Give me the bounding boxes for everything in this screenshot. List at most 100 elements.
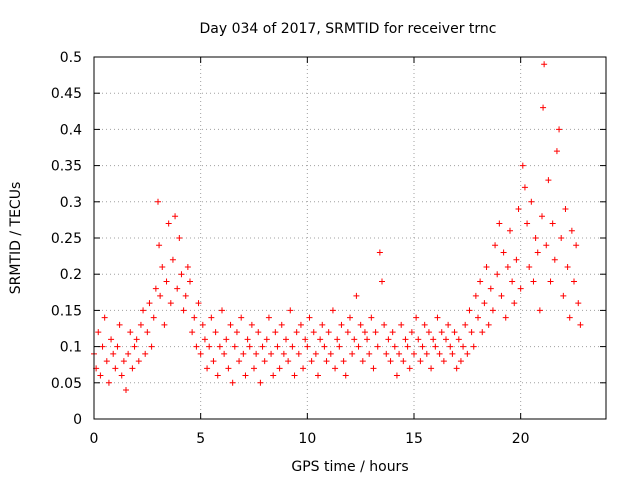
data-point bbox=[577, 321, 584, 328]
data-point bbox=[233, 329, 240, 336]
data-point bbox=[300, 365, 307, 372]
data-point bbox=[517, 285, 524, 292]
data-point bbox=[470, 343, 477, 350]
x-tick-label: 10 bbox=[298, 431, 316, 447]
data-point bbox=[133, 336, 140, 343]
data-points bbox=[91, 61, 584, 394]
data-point bbox=[528, 198, 535, 205]
data-point bbox=[524, 220, 531, 227]
data-point bbox=[221, 350, 228, 357]
data-point bbox=[496, 220, 503, 227]
data-point bbox=[308, 358, 315, 365]
data-point bbox=[319, 321, 326, 328]
data-point bbox=[374, 343, 381, 350]
x-tick-label: 5 bbox=[196, 431, 205, 447]
data-point bbox=[253, 350, 260, 357]
data-point bbox=[539, 213, 545, 220]
data-point bbox=[116, 321, 123, 328]
data-point bbox=[201, 336, 208, 343]
data-point bbox=[197, 350, 204, 357]
data-point bbox=[206, 343, 213, 350]
data-point bbox=[376, 249, 383, 256]
data-point bbox=[502, 314, 509, 321]
data-point bbox=[135, 358, 142, 365]
data-point bbox=[304, 343, 311, 350]
data-point bbox=[231, 343, 238, 350]
data-point bbox=[315, 372, 321, 379]
data-point bbox=[302, 336, 309, 343]
data-point bbox=[451, 329, 458, 336]
data-point bbox=[562, 206, 569, 213]
data-point bbox=[353, 292, 360, 299]
data-point bbox=[182, 292, 189, 299]
data-point bbox=[144, 329, 151, 336]
data-point bbox=[568, 227, 575, 234]
data-point bbox=[187, 278, 193, 285]
data-point bbox=[440, 358, 447, 365]
data-point bbox=[210, 358, 217, 365]
data-point bbox=[283, 336, 289, 343]
data-point bbox=[236, 358, 243, 365]
data-point bbox=[477, 278, 484, 285]
data-point bbox=[398, 321, 405, 328]
y-tick-label: 0.1 bbox=[60, 340, 82, 356]
data-point bbox=[240, 350, 247, 357]
data-point bbox=[280, 350, 287, 357]
data-point bbox=[159, 263, 166, 270]
data-point bbox=[547, 278, 554, 285]
data-point bbox=[566, 314, 573, 321]
data-point bbox=[336, 343, 343, 350]
data-point bbox=[404, 343, 411, 350]
y-tick-label: 0.05 bbox=[51, 376, 82, 392]
data-point bbox=[131, 343, 138, 350]
data-point bbox=[219, 307, 225, 314]
data-point bbox=[105, 379, 112, 386]
y-tick-label: 0.4 bbox=[60, 122, 82, 138]
data-point bbox=[415, 336, 422, 343]
data-point bbox=[543, 242, 550, 249]
data-point bbox=[172, 213, 179, 220]
data-point bbox=[193, 343, 200, 350]
data-point bbox=[248, 321, 255, 328]
data-point bbox=[389, 329, 396, 336]
data-point bbox=[443, 336, 449, 343]
data-point bbox=[489, 307, 496, 314]
data-point bbox=[167, 300, 174, 307]
y-tick-label: 0.2 bbox=[60, 267, 82, 283]
data-point bbox=[406, 365, 413, 372]
data-point bbox=[472, 292, 479, 299]
data-point bbox=[487, 285, 494, 292]
data-point bbox=[387, 358, 394, 365]
data-point bbox=[276, 365, 283, 372]
data-point bbox=[261, 358, 268, 365]
y-tick-label: 0.45 bbox=[51, 86, 82, 102]
data-point bbox=[140, 307, 147, 314]
data-point bbox=[515, 206, 522, 213]
data-point bbox=[481, 300, 488, 307]
data-point bbox=[180, 307, 187, 314]
data-point bbox=[385, 336, 392, 343]
data-point bbox=[199, 321, 206, 328]
data-point bbox=[165, 220, 172, 227]
data-point bbox=[334, 336, 341, 343]
data-point bbox=[370, 365, 377, 372]
data-point bbox=[137, 321, 144, 328]
data-point bbox=[347, 314, 353, 321]
data-point bbox=[468, 329, 475, 336]
data-point bbox=[571, 278, 577, 285]
data-point bbox=[530, 278, 537, 285]
data-point bbox=[417, 358, 424, 365]
data-point bbox=[361, 329, 368, 336]
data-point bbox=[312, 350, 319, 357]
data-point bbox=[460, 343, 467, 350]
data-point bbox=[184, 263, 191, 270]
data-point bbox=[338, 321, 345, 328]
data-point bbox=[278, 321, 285, 328]
data-point bbox=[428, 365, 435, 372]
data-point bbox=[156, 242, 163, 249]
data-point bbox=[494, 271, 501, 278]
data-point bbox=[342, 372, 349, 379]
axis-ticks bbox=[93, 56, 606, 420]
data-point bbox=[573, 242, 580, 249]
